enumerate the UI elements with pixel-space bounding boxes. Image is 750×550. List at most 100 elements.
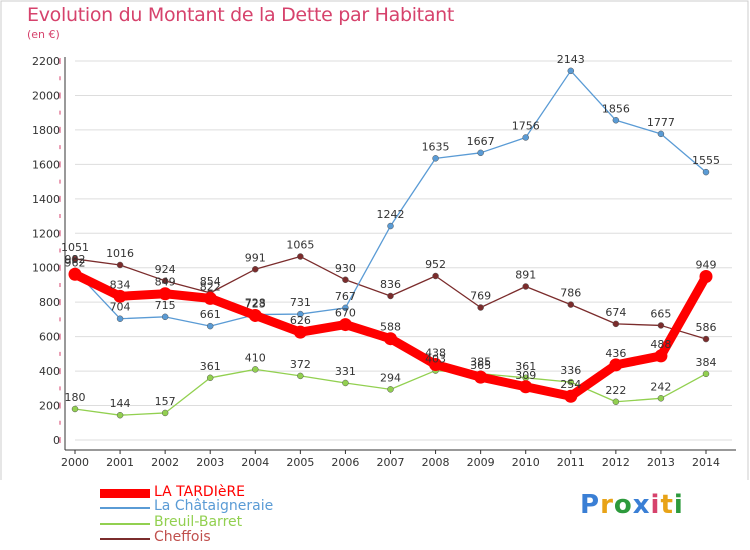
series-0-point xyxy=(203,291,217,305)
data-label: 410 xyxy=(245,351,266,364)
data-label: 769 xyxy=(470,290,491,303)
data-label: 384 xyxy=(696,356,717,369)
series-1-point xyxy=(522,134,529,141)
data-label: 1051 xyxy=(61,241,89,254)
y-tick-label: 1200 xyxy=(32,227,60,240)
data-label: 661 xyxy=(200,308,221,321)
x-tick-label: 2000 xyxy=(61,456,89,469)
data-label: 1777 xyxy=(647,116,675,129)
y-tick-label: 1000 xyxy=(32,262,60,275)
series-3-point xyxy=(567,301,575,308)
logo-letter: t xyxy=(660,490,674,520)
x-tick-label: 2006 xyxy=(331,456,359,469)
data-label: 728 xyxy=(245,297,266,310)
series-1-point xyxy=(206,322,214,330)
data-label: 385 xyxy=(470,356,491,369)
logo-letter: x xyxy=(632,490,651,520)
series-0-point xyxy=(293,325,307,339)
data-label: 403 xyxy=(425,353,446,366)
series-3-point xyxy=(612,320,620,328)
series-0-point xyxy=(248,308,262,322)
data-label: 982 xyxy=(65,253,86,266)
logo-letter: i xyxy=(673,490,684,520)
data-label: 2143 xyxy=(557,53,585,66)
series-3-point xyxy=(387,292,394,300)
frame-border xyxy=(0,0,749,480)
data-label: 488 xyxy=(650,338,671,351)
logo-letter: r xyxy=(600,490,614,520)
x-tick-label: 2002 xyxy=(151,456,179,469)
series-2-point xyxy=(116,411,124,419)
data-label: 670 xyxy=(335,307,356,320)
data-label: 144 xyxy=(110,397,131,410)
data-label: 365 xyxy=(470,359,491,372)
data-label: 949 xyxy=(696,259,717,272)
x-tick-label: 2008 xyxy=(422,456,450,469)
x-tick-label: 2005 xyxy=(286,456,314,469)
series-2-point xyxy=(387,386,394,393)
series-0-point xyxy=(564,389,578,403)
y-tick-label: 0 xyxy=(53,434,60,447)
x-tick-label: 2009 xyxy=(467,456,495,469)
x-tick-label: 2012 xyxy=(602,456,630,469)
y-tick-label: 1400 xyxy=(32,193,60,206)
x-tick-label: 2013 xyxy=(647,456,675,469)
x-tick-label: 2007 xyxy=(377,456,405,469)
logo-letter: o xyxy=(613,490,633,520)
series-1-point xyxy=(612,117,620,124)
series-3-point xyxy=(116,261,124,269)
legend-swatch xyxy=(100,523,150,525)
legend-swatch xyxy=(100,507,150,509)
data-label: 438 xyxy=(425,347,446,360)
data-label: 294 xyxy=(380,371,401,384)
series-2-point xyxy=(342,379,349,387)
data-label: 849 xyxy=(155,276,176,289)
series-0-point xyxy=(609,358,623,372)
series-2-point xyxy=(206,374,214,382)
series-1-point xyxy=(297,310,304,318)
chart-subtitle: (en €) xyxy=(27,28,60,41)
y-tick-label: 600 xyxy=(39,331,60,344)
data-label: 704 xyxy=(110,301,131,314)
data-label: 1016 xyxy=(106,247,134,260)
series-3-point xyxy=(702,335,710,343)
series-3-point xyxy=(297,253,304,260)
line-chart: 0 200 400 600 800 1000 1200 1400 1600 1800 2000 220… xyxy=(0,0,749,480)
data-label: 723 xyxy=(245,297,266,310)
data-label: 891 xyxy=(515,269,536,282)
legend-label: Breuil-Barret xyxy=(154,514,243,530)
y-tick-label: 400 xyxy=(39,365,60,378)
x-tick-label: 2003 xyxy=(196,456,224,469)
series-1-point xyxy=(702,168,710,176)
data-label: 336 xyxy=(560,364,581,377)
series-3-point xyxy=(657,322,665,329)
series-3-point xyxy=(342,276,349,284)
grid-lines xyxy=(75,60,732,441)
series-1-point xyxy=(477,149,484,157)
series-0-point xyxy=(654,349,668,363)
y-tick-label: 1600 xyxy=(32,158,60,171)
data-label: 1555 xyxy=(692,154,720,167)
data-label: 731 xyxy=(290,296,311,309)
series-1-point xyxy=(116,315,124,322)
data-label: 767 xyxy=(335,290,356,303)
data-label: 588 xyxy=(380,321,401,334)
data-label: 854 xyxy=(200,275,221,288)
series-0-point xyxy=(474,370,488,384)
series-3-point xyxy=(252,266,259,273)
series-2-point xyxy=(297,372,304,380)
data-label: 952 xyxy=(425,258,446,271)
series-0-point xyxy=(384,332,397,346)
data-label: 222 xyxy=(605,384,626,397)
data-label: 586 xyxy=(696,321,717,334)
series-3-point xyxy=(477,304,484,311)
series-2-point xyxy=(71,405,79,413)
series-0-point xyxy=(699,270,713,284)
data-label: 1635 xyxy=(422,140,450,153)
data-label: 834 xyxy=(110,278,131,291)
series-2-point xyxy=(252,366,259,373)
logo-letter: P xyxy=(580,490,601,520)
data-label: 991 xyxy=(245,251,266,264)
data-label: 786 xyxy=(560,287,581,300)
